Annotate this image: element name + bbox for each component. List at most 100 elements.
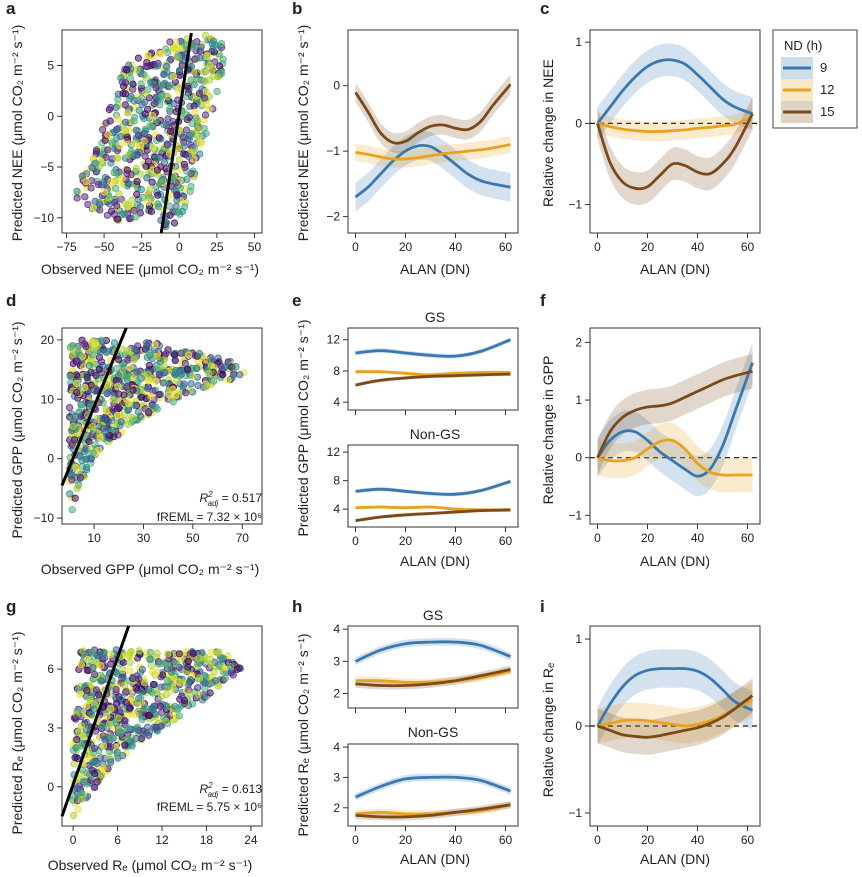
panel-letter-i: i [540, 597, 545, 616]
scatter-point-g [194, 684, 202, 692]
scatter-point-g [147, 648, 155, 657]
scatter-point-g [89, 664, 97, 672]
scatter-point-d [85, 361, 94, 370]
scatter-point-a [107, 207, 116, 215]
xtick-label-g: 18 [200, 833, 214, 847]
xtick-label-a: −50 [94, 240, 115, 254]
scatter-point-g [149, 680, 158, 689]
scatter-point-g [211, 677, 220, 685]
scatter-point-g [207, 648, 215, 657]
scatter-point-a [123, 133, 132, 141]
scatter-point-a [158, 81, 166, 89]
scatter-point-g [122, 688, 130, 696]
scatter-point-a [147, 207, 155, 216]
scatter-point-a [201, 111, 210, 119]
series-line-c-nd9 [596, 58, 753, 125]
scatter-point-g [86, 695, 94, 704]
scatter-point-a [154, 62, 162, 70]
scatter-point-g [215, 648, 223, 656]
scatter-point-a [195, 89, 203, 98]
scatter-point-a [135, 106, 143, 115]
scatter-point-a [149, 112, 157, 120]
scatter-point-g [73, 735, 81, 744]
scatter-point-d [183, 365, 191, 373]
subtitle-e-nongs: Non-GS [410, 426, 461, 442]
ytick-label-a: 0 [47, 109, 54, 123]
scatter-point-a [128, 196, 136, 205]
scatter-point-g [138, 665, 146, 674]
scatter-point-d [69, 422, 77, 430]
xtick-label-b: 40 [449, 240, 463, 254]
scatter-point-g [163, 676, 171, 685]
scatter-point-a [167, 127, 175, 136]
scatter-point-g [129, 673, 137, 681]
scatter-point-g [186, 690, 194, 698]
scatter-point-a [200, 125, 208, 133]
xtick-label-i: 40 [691, 833, 705, 847]
scatter-point-d [113, 364, 121, 372]
ytick-label-e_nongs: 8 [333, 474, 340, 488]
scatter-point-d [137, 374, 145, 382]
scatter-point-g [157, 659, 165, 668]
scatter-point-a [88, 164, 96, 172]
scatter-point-d [152, 377, 160, 386]
scatter-point-a [190, 80, 198, 89]
ytick-label-e_nongs: 12 [327, 445, 341, 459]
scatter-point-a [173, 207, 181, 215]
scatter-point-a [173, 191, 181, 199]
scatter-point-a [106, 117, 114, 125]
confidence-band-c-nd12 [597, 107, 753, 142]
scatter-point-g [153, 649, 161, 658]
scatter-point-d [169, 385, 177, 394]
scatter-point-a [84, 200, 92, 209]
scatter-point-a [82, 178, 90, 186]
scatter-point-a [99, 126, 107, 134]
scatter-point-a [133, 177, 141, 185]
scatter-point-g [70, 811, 78, 820]
r2-superscript-g: 2 [207, 781, 213, 790]
ytick-label-b: 0 [333, 79, 340, 93]
scatter-point-d [151, 341, 159, 349]
scatter-point-a [153, 154, 161, 163]
ylabel-h: Predicted Rₑ (μmol CO₂ m⁻² s⁻¹) [295, 633, 311, 836]
scatter-point-d [187, 380, 195, 388]
scatter-point-a [148, 178, 156, 186]
xtick-label-f: 20 [641, 531, 655, 545]
scatter-point-a [136, 209, 144, 217]
legend-title: ND (h) [784, 38, 822, 53]
series-line-e_nongs-nd15 [355, 508, 511, 522]
scatter-point-a [123, 170, 131, 178]
scatter-point-g [107, 758, 115, 766]
scatter-point-a [197, 140, 205, 148]
series-line-e_nongs-nd9 [355, 480, 511, 496]
scatter-point-a [163, 141, 172, 149]
plot-frame-b [347, 29, 519, 234]
legend-label-12: 12 [820, 82, 834, 97]
scatter-point-d [155, 371, 163, 379]
scatter-point-a [203, 51, 211, 59]
xtick-label-e_nongs: 40 [449, 534, 463, 548]
scatter-point-g [128, 739, 136, 747]
scatter-point-a [117, 74, 125, 82]
scatter-point-g [227, 669, 235, 677]
scatter-point-g [95, 691, 103, 699]
scatter-point-g [175, 712, 183, 720]
scatter-point-d [71, 494, 79, 502]
scatter-point-a [213, 87, 221, 96]
xtick-label-i: 20 [641, 833, 655, 847]
scatter-point-g [124, 724, 132, 732]
scatter-point-a [118, 174, 126, 182]
scatter-point-a [130, 206, 138, 215]
scatter-point-d [144, 370, 152, 379]
scatter-point-a [174, 53, 182, 61]
scatter-point-g [126, 667, 134, 675]
scatter-point-a [199, 68, 207, 76]
ytick-label-d: 0 [47, 452, 54, 466]
scatter-point-d [145, 407, 153, 416]
xtick-label-d: 30 [137, 531, 151, 545]
freml-annotation-g: fREML = 5.75 × 10⁶ [157, 800, 262, 814]
scatter-point-d [92, 371, 100, 380]
scatter-point-a [114, 215, 122, 223]
scatter-point-g [108, 734, 116, 742]
scatter-point-d [185, 351, 193, 359]
